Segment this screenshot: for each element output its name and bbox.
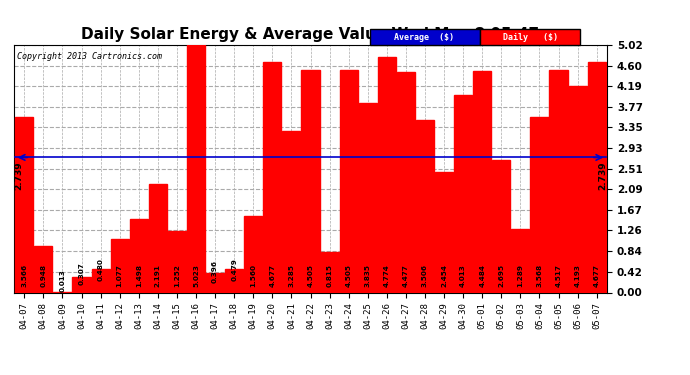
Text: 4.505: 4.505: [308, 264, 313, 286]
Bar: [244, 216, 262, 292]
Text: Copyright 2013 Cartronics.com: Copyright 2013 Cartronics.com: [17, 53, 161, 62]
Bar: [92, 269, 110, 292]
Text: 3.566: 3.566: [21, 264, 28, 286]
FancyBboxPatch shape: [480, 29, 580, 45]
Bar: [473, 71, 491, 292]
Bar: [416, 120, 434, 292]
Bar: [72, 278, 90, 292]
Title: Daily Solar Energy & Average Value Wed May 8 05:47: Daily Solar Energy & Average Value Wed M…: [81, 27, 540, 42]
Bar: [454, 94, 472, 292]
Bar: [569, 86, 586, 292]
Text: 5.023: 5.023: [193, 264, 199, 286]
Text: 4.477: 4.477: [403, 264, 409, 286]
Text: 3.506: 3.506: [422, 264, 428, 286]
Bar: [282, 130, 300, 292]
Text: 4.774: 4.774: [384, 264, 390, 286]
Text: 4.193: 4.193: [575, 264, 580, 286]
Bar: [435, 171, 453, 292]
Bar: [225, 269, 244, 292]
Text: 0.013: 0.013: [59, 269, 66, 292]
Text: 4.677: 4.677: [269, 264, 275, 286]
FancyBboxPatch shape: [370, 29, 480, 45]
Text: 3.835: 3.835: [365, 264, 371, 286]
Bar: [149, 184, 167, 292]
Bar: [130, 219, 148, 292]
Text: 0.307: 0.307: [79, 262, 85, 285]
Bar: [339, 70, 357, 292]
Bar: [377, 57, 396, 292]
Text: 1.560: 1.560: [250, 264, 256, 286]
Text: 1.289: 1.289: [518, 264, 524, 286]
Text: 0.815: 0.815: [326, 264, 333, 286]
Text: 2.695: 2.695: [498, 264, 504, 286]
Text: 2.739: 2.739: [14, 161, 23, 190]
Text: 0.479: 0.479: [231, 258, 237, 281]
Text: 0.948: 0.948: [41, 264, 46, 286]
Text: 2.739: 2.739: [598, 161, 607, 190]
Text: 3.285: 3.285: [288, 264, 295, 286]
Bar: [168, 231, 186, 292]
Text: Daily   ($): Daily ($): [502, 33, 558, 42]
Bar: [321, 252, 339, 292]
Text: Average  ($): Average ($): [395, 33, 455, 42]
Text: 1.498: 1.498: [136, 264, 141, 286]
Bar: [302, 70, 319, 292]
Text: 4.517: 4.517: [555, 264, 562, 286]
Text: 4.013: 4.013: [460, 264, 466, 286]
Text: 0.480: 0.480: [97, 258, 104, 280]
Bar: [549, 70, 568, 292]
Bar: [187, 45, 205, 292]
Text: 2.191: 2.191: [155, 264, 161, 286]
Bar: [110, 239, 129, 292]
Bar: [531, 117, 549, 292]
Bar: [397, 72, 415, 292]
Text: 3.568: 3.568: [536, 264, 542, 286]
Text: 2.454: 2.454: [441, 264, 447, 286]
Text: 0.396: 0.396: [212, 260, 218, 283]
Bar: [34, 246, 52, 292]
Bar: [588, 62, 606, 292]
Text: 4.484: 4.484: [480, 264, 485, 286]
Text: 4.677: 4.677: [593, 264, 600, 286]
Bar: [264, 62, 282, 292]
Text: 1.252: 1.252: [174, 264, 180, 286]
Text: 1.077: 1.077: [117, 264, 123, 286]
Bar: [15, 117, 33, 292]
Bar: [492, 160, 511, 292]
Bar: [359, 104, 377, 292]
Bar: [206, 273, 224, 292]
Text: 4.505: 4.505: [346, 264, 352, 286]
Bar: [511, 229, 529, 292]
